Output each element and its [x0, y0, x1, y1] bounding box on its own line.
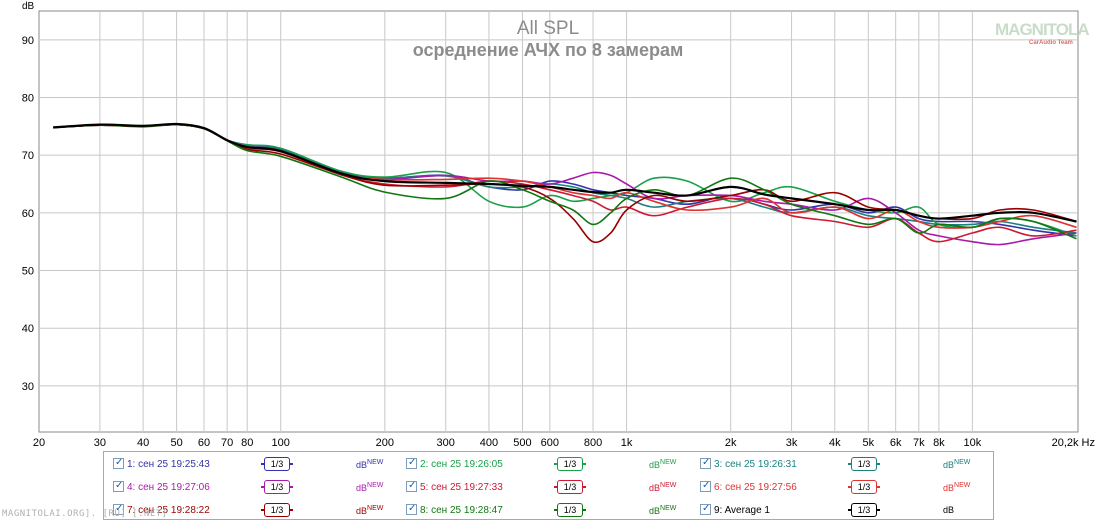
series-label: 9: Average 1: [714, 505, 770, 516]
series-visibility-checkbox[interactable]: [113, 480, 124, 492]
x-tick-label: 500: [513, 437, 531, 449]
plot-area: [38, 10, 1079, 433]
legend-item-1: 1: сен 25 19:25:43 1/3 dBNEW: [113, 454, 398, 476]
series-visibility-checkbox[interactable]: [700, 457, 711, 469]
legend-item-6: 6: сен 25 19:27:56 1/3 dBNEW: [700, 477, 985, 499]
x-tick-label: 8k: [933, 437, 945, 449]
y-tick-labels: 30 40 50 60 70 80 90: [22, 35, 34, 393]
y-tick-label: 30: [22, 381, 34, 393]
smoothing-button[interactable]: 1/3: [848, 457, 880, 471]
legend-item-5: 5: сен 25 19:27:33 1/3 dBNEW: [406, 477, 691, 499]
smoothing-button[interactable]: 1/3: [848, 503, 880, 517]
series-unit[interactable]: dBNEW: [943, 482, 971, 493]
x-tick-label: 30: [94, 437, 106, 449]
x-tick-label: 800: [584, 437, 602, 449]
legend-item-7: 7: сен 25 19:28:22 1/3 dBNEW: [113, 500, 398, 522]
series-label: 5: сен 25 19:27:33: [420, 482, 503, 493]
x-tick-label: 80: [241, 437, 253, 449]
logo-wordmark: MAGNITOLA: [995, 20, 1090, 39]
x-tick-label: 200: [376, 437, 394, 449]
x-tick-label: 70: [221, 437, 233, 449]
series-unit[interactable]: dBNEW: [649, 505, 677, 516]
series-line-9: [53, 122, 1077, 223]
logo-subtitle: CarAudio Team: [1029, 40, 1073, 46]
series-unit[interactable]: dBNEW: [356, 505, 384, 516]
series-label: 2: сен 25 19:26:05: [420, 459, 503, 470]
x-tick-label: 50: [170, 437, 182, 449]
x-tick-label: 5k: [862, 437, 874, 449]
y-tick-label: 80: [22, 93, 34, 105]
x-tick-label: 20: [33, 437, 45, 449]
y-tick-label: 70: [22, 150, 34, 162]
x-tick-label: 60: [198, 437, 210, 449]
series-unit[interactable]: dBNEW: [356, 459, 384, 470]
y-tick-label: 90: [22, 35, 34, 47]
chart-subtitle: осреднение АЧХ по 8 замерам: [413, 40, 684, 60]
series-unit[interactable]: dBNEW: [943, 459, 971, 470]
series-unit[interactable]: dBNEW: [649, 459, 677, 470]
y-tick-label: 60: [22, 208, 34, 220]
legend-item-3: 3: сен 25 19:26:31 1/3 dBNEW: [700, 454, 985, 476]
smoothing-button[interactable]: 1/3: [554, 503, 586, 517]
y-axis-label: dB: [22, 1, 35, 12]
series-label: 1: сен 25 19:25:43: [127, 459, 210, 470]
smoothing-button[interactable]: 1/3: [261, 480, 293, 494]
series-label: 8: сен 25 19:28:47: [420, 505, 503, 516]
x-tick-label: 600: [541, 437, 559, 449]
legend-item-8: 8: сен 25 19:28:47 1/3 dBNEW: [406, 500, 691, 522]
series-label: 6: сен 25 19:27:56: [714, 482, 797, 493]
series-unit[interactable]: dB: [943, 505, 955, 515]
smoothing-button[interactable]: 1/3: [554, 480, 586, 494]
y-tick-label: 40: [22, 323, 34, 335]
x-tick-label: 6k: [890, 437, 902, 449]
series-unit[interactable]: dBNEW: [356, 482, 384, 493]
series-visibility-checkbox[interactable]: [406, 480, 417, 492]
x-tick-label: 100: [272, 437, 290, 449]
x-tick-label: 400: [480, 437, 498, 449]
legend-item-4: 4: сен 25 19:27:06 1/3 dBNEW: [113, 477, 398, 499]
x-tick-label: 2k: [725, 437, 737, 449]
legend-item-9: 9: Average 1 1/3 dB: [700, 500, 985, 522]
spl-chart: 30 40 50 60 70 80 90 20 30 40 50 60 70 80 100 200 300 40…: [22, 1, 1095, 449]
smoothing-button[interactable]: 1/3: [261, 503, 293, 517]
series-label: 7: сен 25 19:28:22: [127, 505, 210, 516]
magnitola-logo: MAGNITOLA CarAudio Team: [995, 20, 1090, 50]
x-tick-label: 7k: [913, 437, 925, 449]
grid: [39, 11, 1078, 432]
smoothing-button[interactable]: 1/3: [261, 457, 293, 471]
chart-title: All SPL: [517, 18, 579, 39]
x-tick-label: 3k: [786, 437, 798, 449]
smoothing-button[interactable]: 1/3: [554, 457, 586, 471]
legend-item-2: 2: сен 25 19:26:05 1/3 dBNEW: [406, 454, 691, 476]
x-tick-label: 1k: [621, 437, 633, 449]
x-tick-label: 4k: [829, 437, 841, 449]
x-tick-labels: 20 30 40 50 60 70 80 100 200 300 400 500 600 800 1k 2k 3…: [33, 437, 1095, 449]
x-tick-label: 300: [437, 437, 455, 449]
series-visibility-checkbox[interactable]: [113, 457, 124, 469]
series-visibility-checkbox[interactable]: [113, 503, 124, 515]
x-tick-label: 20,2k Hz: [1052, 437, 1095, 449]
series-visibility-checkbox[interactable]: [406, 457, 417, 469]
smoothing-button[interactable]: 1/3: [848, 480, 880, 494]
x-tick-label: 10k: [964, 437, 982, 449]
series-label: 4: сен 25 19:27:06: [127, 482, 210, 493]
legend-panel: 1: сен 25 19:25:431/3dBNEW2: сен 25 19:2…: [103, 451, 994, 520]
series-visibility-checkbox[interactable]: [406, 503, 417, 515]
series-label: 3: сен 25 19:26:31: [714, 459, 797, 470]
series-visibility-checkbox[interactable]: [700, 480, 711, 492]
footer-watermark: MAGNITOLAI.ORG]. [RU] [.NET]: [2, 509, 168, 519]
series-visibility-checkbox[interactable]: [700, 503, 711, 515]
x-tick-label: 40: [137, 437, 149, 449]
y-tick-label: 50: [22, 266, 34, 278]
series-lines: [53, 122, 1077, 246]
series-unit[interactable]: dBNEW: [649, 482, 677, 493]
